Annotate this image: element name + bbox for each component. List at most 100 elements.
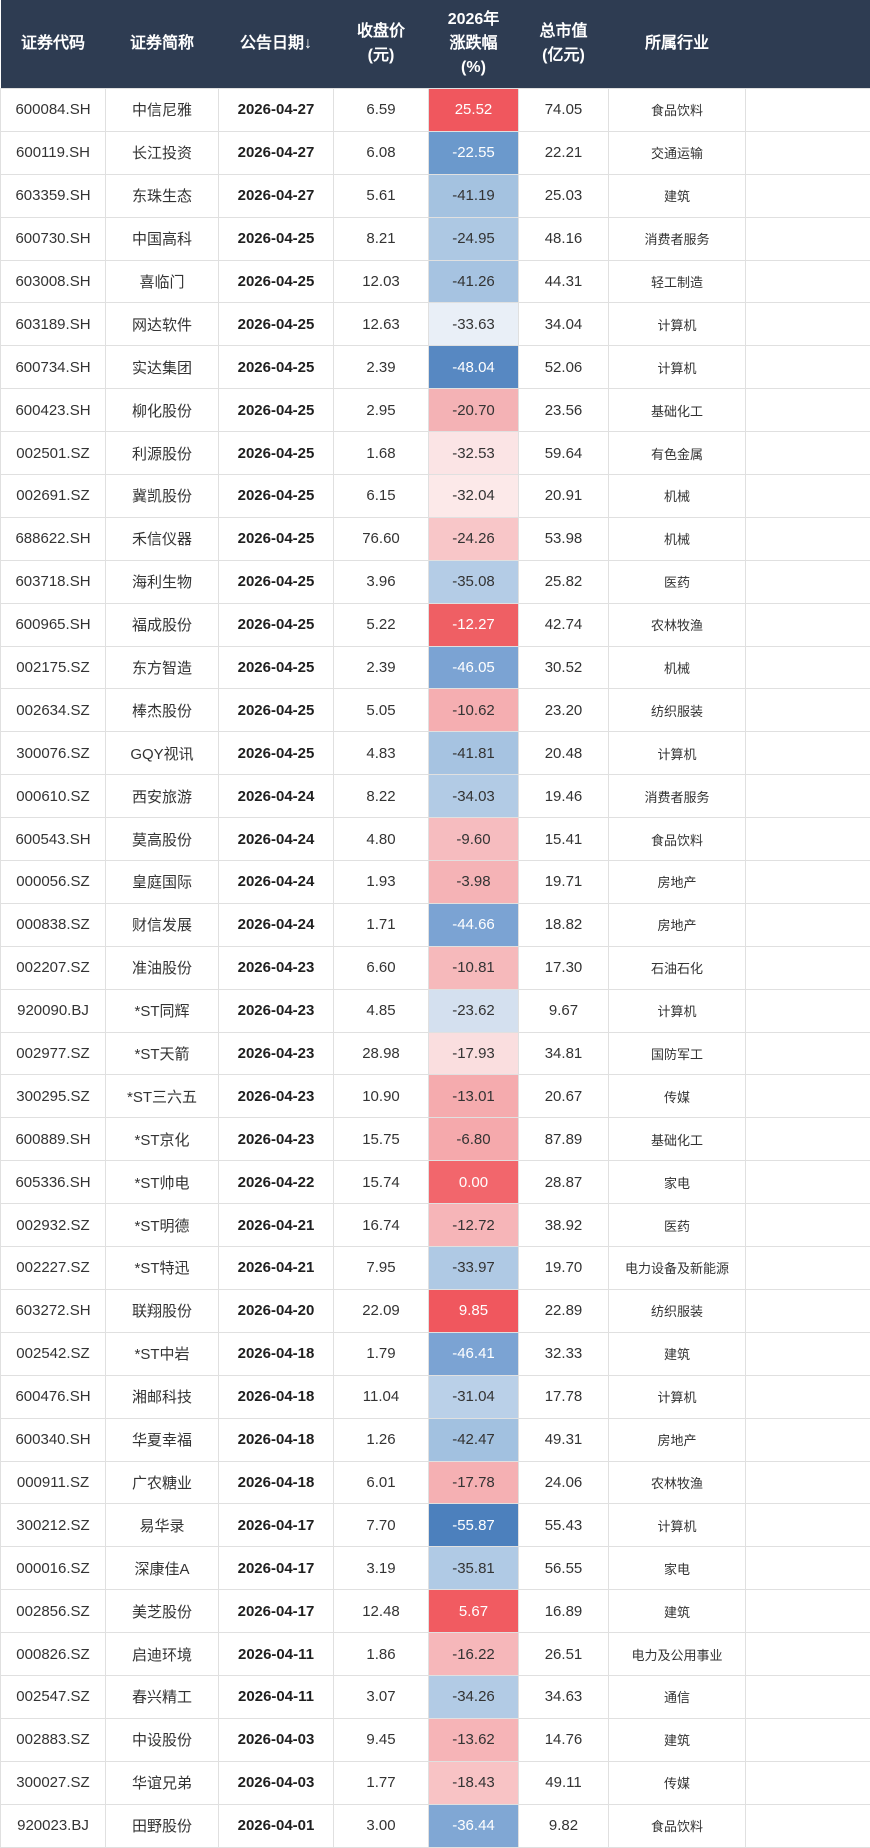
cell-mcap: 22.21 xyxy=(519,131,609,174)
column-header-code: 证券代码 xyxy=(1,0,106,89)
cell-filler xyxy=(746,1118,870,1161)
cell-code: 002547.SZ xyxy=(1,1675,106,1718)
cell-mcap: 49.11 xyxy=(519,1761,609,1804)
cell-industry: 计算机 xyxy=(609,989,746,1032)
cell-close: 4.83 xyxy=(334,732,429,775)
cell-filler xyxy=(746,732,870,775)
cell-industry: 石油石化 xyxy=(609,946,746,989)
cell-code: 600084.SH xyxy=(1,89,106,132)
cell-code: 000911.SZ xyxy=(1,1461,106,1504)
cell-industry: 计算机 xyxy=(609,346,746,389)
cell-filler xyxy=(746,389,870,432)
cell-name: 莫高股份 xyxy=(106,818,219,861)
cell-filler xyxy=(746,989,870,1032)
cell-close: 3.19 xyxy=(334,1547,429,1590)
cell-date: 2026-04-25 xyxy=(219,732,334,775)
cell-filler xyxy=(746,1590,870,1633)
cell-industry: 计算机 xyxy=(609,303,746,346)
cell-code: 300076.SZ xyxy=(1,732,106,775)
cell-close: 2.95 xyxy=(334,389,429,432)
cell-date: 2026-04-23 xyxy=(219,1075,334,1118)
cell-filler xyxy=(746,1332,870,1375)
cell-mcap: 87.89 xyxy=(519,1118,609,1161)
cell-filler xyxy=(746,1633,870,1676)
cell-mcap: 48.16 xyxy=(519,217,609,260)
cell-date: 2026-04-25 xyxy=(219,646,334,689)
cell-close: 5.22 xyxy=(334,603,429,646)
cell-mcap: 24.06 xyxy=(519,1461,609,1504)
cell-name: *ST京化 xyxy=(106,1118,219,1161)
cell-mcap: 25.03 xyxy=(519,174,609,217)
cell-mcap: 9.67 xyxy=(519,989,609,1032)
cell-date: 2026-04-17 xyxy=(219,1504,334,1547)
cell-change-heatmap: -42.47 xyxy=(429,1418,519,1461)
cell-date: 2026-04-23 xyxy=(219,1118,334,1161)
cell-date: 2026-04-18 xyxy=(219,1375,334,1418)
cell-change-heatmap: -13.62 xyxy=(429,1718,519,1761)
cell-change-heatmap: -35.08 xyxy=(429,560,519,603)
cell-change-heatmap: -24.26 xyxy=(429,517,519,560)
cell-change-heatmap: -34.03 xyxy=(429,775,519,818)
cell-industry: 电力及公用事业 xyxy=(609,1633,746,1676)
cell-date: 2026-04-03 xyxy=(219,1718,334,1761)
cell-mcap: 25.82 xyxy=(519,560,609,603)
cell-filler xyxy=(746,818,870,861)
cell-date: 2026-04-25 xyxy=(219,603,334,646)
cell-industry: 基础化工 xyxy=(609,389,746,432)
cell-date: 2026-04-25 xyxy=(219,475,334,518)
table-header: 证券代码证券简称公告日期↓收盘价 (元)2026年 涨跌幅 (%)总市值 (亿元… xyxy=(1,0,870,89)
cell-mcap: 20.91 xyxy=(519,475,609,518)
cell-date: 2026-04-24 xyxy=(219,775,334,818)
cell-filler xyxy=(746,603,870,646)
cell-close: 1.79 xyxy=(334,1332,429,1375)
cell-date: 2026-04-11 xyxy=(219,1633,334,1676)
column-header-change: 2026年 涨跌幅 (%) xyxy=(429,0,519,89)
cell-mcap: 55.43 xyxy=(519,1504,609,1547)
cell-name: 利源股份 xyxy=(106,432,219,475)
cell-date: 2026-04-25 xyxy=(219,689,334,732)
cell-change-heatmap: -46.05 xyxy=(429,646,519,689)
cell-change-heatmap: -17.93 xyxy=(429,1032,519,1075)
cell-change-heatmap: -36.44 xyxy=(429,1804,519,1847)
column-header-date-sort-desc-icon[interactable]: 公告日期↓ xyxy=(219,0,334,89)
cell-mcap: 20.48 xyxy=(519,732,609,775)
cell-mcap: 49.31 xyxy=(519,1418,609,1461)
cell-mcap: 44.31 xyxy=(519,260,609,303)
cell-change-heatmap: -3.98 xyxy=(429,861,519,904)
cell-date: 2026-04-23 xyxy=(219,946,334,989)
cell-name: 东方智造 xyxy=(106,646,219,689)
cell-code: 002175.SZ xyxy=(1,646,106,689)
cell-date: 2026-04-18 xyxy=(219,1332,334,1375)
cell-date: 2026-04-27 xyxy=(219,131,334,174)
cell-industry: 消费者服务 xyxy=(609,775,746,818)
cell-mcap: 32.33 xyxy=(519,1332,609,1375)
cell-code: 600889.SH xyxy=(1,1118,106,1161)
cell-name: 湘邮科技 xyxy=(106,1375,219,1418)
cell-industry: 房地产 xyxy=(609,903,746,946)
cell-mcap: 9.82 xyxy=(519,1804,609,1847)
cell-close: 9.45 xyxy=(334,1718,429,1761)
cell-mcap: 19.46 xyxy=(519,775,609,818)
cell-industry: 交通运输 xyxy=(609,131,746,174)
cell-mcap: 14.76 xyxy=(519,1718,609,1761)
cell-name: 中国高科 xyxy=(106,217,219,260)
cell-close: 7.70 xyxy=(334,1504,429,1547)
cell-close: 3.96 xyxy=(334,560,429,603)
cell-filler xyxy=(746,1161,870,1204)
cell-industry: 食品饮料 xyxy=(609,1804,746,1847)
cell-change-heatmap: 25.52 xyxy=(429,89,519,132)
cell-change-heatmap: -55.87 xyxy=(429,1504,519,1547)
cell-date: 2026-04-25 xyxy=(219,217,334,260)
cell-code: 002856.SZ xyxy=(1,1590,106,1633)
cell-mcap: 38.92 xyxy=(519,1204,609,1247)
cell-name: *ST特迅 xyxy=(106,1247,219,1290)
cell-change-heatmap: -23.62 xyxy=(429,989,519,1032)
cell-industry: 电力设备及新能源 xyxy=(609,1247,746,1290)
